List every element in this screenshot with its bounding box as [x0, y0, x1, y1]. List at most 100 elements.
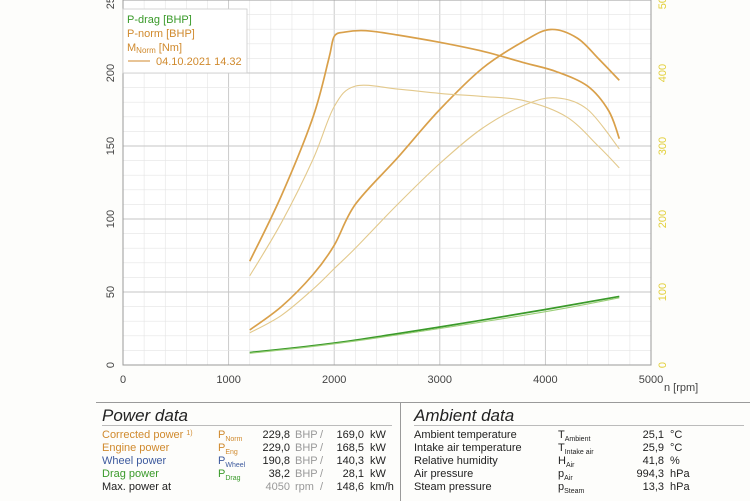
- power-row-label: Engine power: [102, 442, 170, 454]
- x-tick-label: 1000: [216, 374, 240, 386]
- legend-box: [122, 8, 248, 74]
- y2-tick-label: 500: [657, 0, 669, 9]
- power-row: Engine power PEng 229,0 BHP/ 168,5 kW: [102, 442, 398, 456]
- x-tick-label: 3000: [428, 374, 452, 386]
- power-row-separator: /: [320, 442, 324, 454]
- power-row-value-2: 148,6: [336, 481, 364, 493]
- y2-tick-label: 0: [657, 362, 669, 368]
- ambient-row-symbol-sub: Steam: [564, 488, 585, 495]
- ambient-row: Ambient temperature TAmbient 25,1 °C: [414, 429, 744, 443]
- ambient-row: Air pressure pAir 994,3 hPa: [414, 468, 744, 482]
- power-title-rule: [102, 425, 392, 426]
- power-row-symbol: PWheel: [218, 455, 246, 469]
- ambient-row-symbol: TIntake air: [558, 442, 594, 456]
- x-tick-label: 4000: [533, 374, 557, 386]
- y-tick-label: 100: [105, 210, 117, 228]
- x-tick-label: 5000: [639, 374, 663, 386]
- ambient-row-value: 994,3: [636, 468, 664, 480]
- legend-item-norm: P-norm [BHP]: [127, 28, 195, 40]
- power-row-symbol: PNorm: [218, 429, 243, 443]
- y2-tick-label: 300: [657, 137, 669, 155]
- power-row-unit-2: kW: [370, 455, 386, 467]
- y-tick-label: 50: [105, 286, 117, 298]
- series-line-4: [249, 295, 620, 354]
- footnote-marker: 1): [186, 430, 193, 437]
- ambient-row-value: 13,3: [642, 481, 664, 493]
- power-row-value-2: 169,0: [336, 429, 364, 441]
- power-row: Wheel power PWheel 190,8 BHP/ 140,3 kW: [102, 455, 398, 469]
- power-row-unit-1: BHP: [295, 468, 318, 480]
- ambient-title-rule: [414, 425, 744, 426]
- ambient-row-label: Intake air temperature: [414, 442, 522, 454]
- legend-item-torque: MNorm [Nm]: [127, 42, 182, 55]
- legend-item-drag: P-drag [BHP]: [127, 14, 192, 26]
- power-row: Corrected power 1) PNorm 229,8 BHP/ 169,0 kW: [102, 429, 398, 443]
- ambient-row-symbol-sub: Air: [564, 475, 573, 482]
- power-row-symbol-sub: Norm: [225, 436, 243, 443]
- ambient-row-symbol-sub: Air: [565, 462, 575, 469]
- power-row-separator: /: [320, 481, 324, 493]
- ambient-row-value: 25,9: [642, 442, 664, 454]
- power-row-value-2: 168,5: [336, 442, 364, 454]
- power-row: Max. power at 4050 rpm / 148,6 km/h: [102, 481, 398, 494]
- ambient-row: Relative humidity HAir 41,8%: [414, 455, 744, 469]
- curves: [248, 28, 621, 354]
- legend-date: 04.10.2021 14.32: [156, 56, 242, 68]
- power-row: Drag power PDrag 38,2 BHP/ 28,1 kW: [102, 468, 398, 482]
- ambient-row-symbol: pSteam: [558, 481, 585, 495]
- power-data-title: Power data: [102, 406, 188, 425]
- power-row-value-1: 38,2: [268, 468, 290, 480]
- plot-border: [122, 0, 652, 366]
- tables-divider: [400, 403, 401, 501]
- power-row-symbol: PEng: [218, 442, 238, 456]
- series-line-2: [248, 29, 621, 262]
- power-row-separator: /: [320, 429, 324, 441]
- y2-tick-label: 200: [657, 210, 669, 228]
- ambient-row: Steam pressure pSteam 13,3 hPa: [414, 481, 744, 495]
- legend: P-drag [BHP] P-norm [BHP] MNorm [Nm] 04.…: [122, 8, 248, 74]
- x-tick-label: 2000: [322, 374, 346, 386]
- y-tick-label: 0: [105, 362, 117, 368]
- power-row-label: Wheel power: [102, 455, 167, 467]
- ambient-row-unit: hPa: [670, 468, 690, 480]
- ambient-row-symbol-sub: Intake air: [564, 449, 594, 456]
- power-row-value-2: 140,3: [336, 455, 364, 467]
- power-row-label: Max. power at: [102, 481, 172, 493]
- power-row-symbol-sub: Wheel: [225, 462, 246, 469]
- power-row-value-1: 190,8: [262, 455, 290, 467]
- power-row-value-1: 229,0: [262, 442, 290, 454]
- ambient-row-unit: °C: [670, 442, 683, 454]
- ambient-row-unit: hPa: [670, 481, 690, 493]
- power-row-unit-1: BHP: [295, 455, 318, 467]
- series-line-1: [249, 97, 620, 334]
- series-line-5: [249, 297, 620, 354]
- power-row-symbol: PDrag: [218, 468, 241, 482]
- y-tick-label: 200: [105, 64, 117, 82]
- power-row-symbol-sub: Drag: [225, 475, 241, 482]
- x-axis-label: n [rpm]: [664, 382, 698, 394]
- ambient-row-symbol-sub: Ambient: [564, 436, 591, 443]
- power-row-separator: /: [320, 455, 324, 467]
- power-row-unit-1: BHP: [295, 429, 318, 441]
- power-row-unit-1: rpm: [295, 481, 314, 493]
- ambient-row-value: 25,1: [642, 429, 664, 441]
- ambient-row-symbol: pAir: [558, 468, 573, 482]
- ambient-row-value: 41,8: [642, 455, 664, 467]
- ambient-row-symbol: HAir: [558, 455, 575, 469]
- power-row-value-1: 4050: [265, 481, 290, 493]
- power-row-symbol-sub: Eng: [225, 449, 238, 456]
- ambient-row-unit: °C: [670, 429, 683, 441]
- power-row-label: Drag power: [102, 468, 159, 480]
- y2-tick-label: 100: [657, 283, 669, 301]
- power-row-separator: /: [320, 468, 324, 480]
- ambient-row-label: Air pressure: [414, 468, 474, 480]
- ambient-row-label: Steam pressure: [414, 481, 492, 493]
- power-row-unit-2: kW: [370, 442, 386, 454]
- y2-tick-label: 400: [657, 64, 669, 82]
- power-row-unit-2: kW: [370, 429, 386, 441]
- ambient-row: Intake air temperature TIntake air 25,9 °C: [414, 442, 744, 456]
- x-tick-label: 0: [120, 374, 126, 386]
- ambient-data-title: Ambient data: [414, 406, 515, 425]
